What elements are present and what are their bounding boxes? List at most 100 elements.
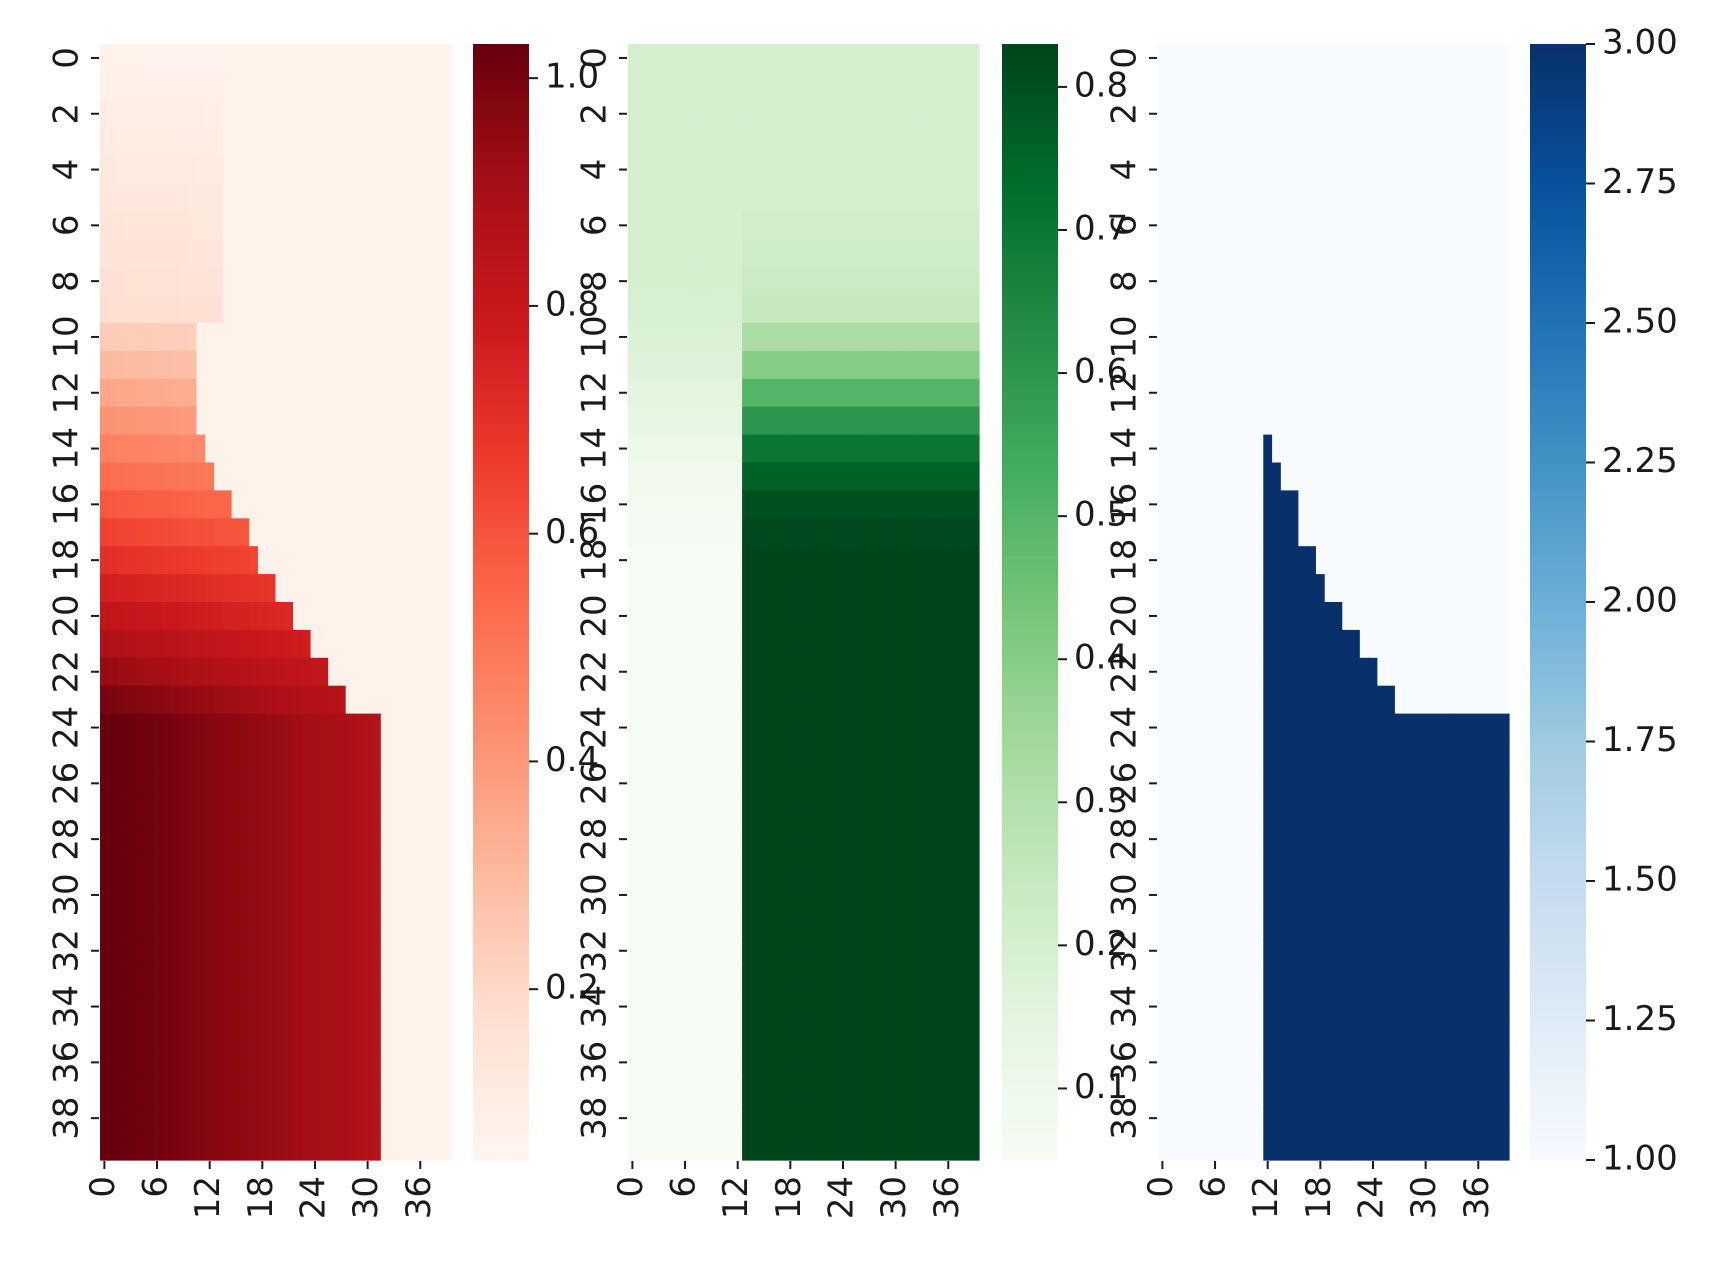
heatmap-cell	[178, 462, 189, 491]
heatmap-cell	[654, 239, 664, 268]
heatmap-cell	[698, 908, 708, 938]
heatmap-cell	[196, 1076, 206, 1105]
heatmap-cell	[1298, 406, 1308, 436]
heatmap-cell	[1289, 323, 1300, 352]
heatmap-cell	[143, 406, 154, 436]
heatmap-cell	[970, 211, 980, 240]
heatmap-cell	[161, 183, 171, 212]
heatmap-cell	[1465, 964, 1475, 994]
heatmap-cell	[1245, 853, 1256, 882]
heatmap-cell	[1166, 295, 1177, 324]
heatmap-cell	[1289, 853, 1300, 882]
colorbar-segment	[1002, 843, 1058, 854]
heatmap-cell	[275, 797, 285, 826]
heatmap-cell	[891, 657, 901, 687]
heatmap-cell	[372, 378, 382, 408]
heatmap-cell	[205, 964, 215, 994]
heatmap-cell	[275, 964, 285, 994]
heatmap-cell	[1351, 685, 1361, 715]
heatmap-cell	[794, 350, 805, 380]
heatmap-cell	[698, 406, 708, 436]
heatmap-cell	[231, 629, 242, 659]
heatmap-cell	[724, 685, 734, 715]
heatmap-cell	[698, 713, 708, 743]
heatmap-cell	[1245, 183, 1256, 212]
heatmap-cell	[1245, 267, 1256, 296]
heatmap-cell	[1254, 155, 1264, 185]
heatmap-cell	[1289, 629, 1300, 659]
heatmap-cell	[838, 908, 848, 938]
heatmap-cell	[1272, 769, 1282, 798]
heatmap-cell	[319, 183, 329, 212]
heatmap-cell	[952, 183, 963, 212]
heatmap-cell	[1447, 685, 1457, 715]
heatmap-cell	[336, 908, 347, 938]
heatmap-cell	[873, 518, 884, 547]
heatmap-cell	[1342, 350, 1352, 380]
heatmap-cell	[1351, 323, 1361, 352]
heatmap-cell	[328, 378, 338, 408]
heatmap-cell	[821, 1076, 831, 1105]
heatmap-cell	[108, 741, 119, 770]
heatmap-cell	[689, 881, 699, 910]
heatmap-cell	[336, 462, 347, 491]
heatmap-cell	[838, 825, 848, 854]
heatmap-cell	[319, 1020, 329, 1049]
heatmap-cell	[1456, 155, 1466, 185]
heatmap-cell	[1263, 490, 1273, 519]
heatmap-cell	[1447, 490, 1457, 519]
heatmap-cell	[689, 797, 699, 826]
heatmap-cell	[864, 713, 875, 743]
heatmap-cell	[1245, 155, 1256, 185]
heatmap-cell	[275, 350, 285, 380]
heatmap-cell	[1272, 99, 1282, 129]
heatmap-cell	[908, 964, 919, 994]
heatmap-cell	[380, 1104, 391, 1133]
heatmap-cell	[336, 602, 347, 631]
colorbar-segment	[473, 109, 529, 119]
heatmap-cell	[829, 1076, 840, 1105]
heatmap-cell	[1412, 490, 1422, 519]
heatmap-cell	[671, 295, 682, 324]
heatmap-cell	[1315, 769, 1326, 798]
heatmap-cell	[108, 546, 119, 575]
heatmap-cell	[698, 71, 708, 101]
heatmap-cell	[284, 936, 294, 966]
heatmap-cell	[1342, 908, 1352, 938]
heatmap-cell	[1175, 518, 1185, 547]
heatmap-cell	[1298, 127, 1308, 157]
heatmap-cell	[926, 211, 936, 240]
heatmap-cell	[354, 602, 364, 631]
heatmap-cell	[178, 350, 189, 380]
heatmap-cell	[1193, 155, 1203, 185]
heatmap-cell	[1280, 825, 1291, 854]
heatmap-cell	[372, 99, 382, 129]
heatmap-cell	[126, 44, 136, 73]
heatmap-cell	[1473, 936, 1484, 966]
colorbar-segment	[1002, 109, 1058, 119]
heatmap-cell	[249, 853, 259, 882]
heatmap-cell	[1175, 183, 1185, 212]
heatmap-cell	[1482, 239, 1493, 268]
heatmap-cell	[733, 1076, 743, 1105]
heatmap-cell	[1368, 183, 1378, 212]
colorbar-segment	[473, 490, 529, 501]
heatmap-cell	[645, 964, 655, 994]
heatmap-cell	[926, 964, 936, 994]
heatmap-cell	[1430, 378, 1440, 408]
heatmap-cell	[354, 825, 364, 854]
heatmap-cell	[424, 602, 435, 631]
heatmap-cell	[663, 267, 673, 296]
heatmap-cell	[952, 1020, 963, 1049]
heatmap-cell	[970, 964, 980, 994]
heatmap-cell	[135, 44, 145, 73]
x-tick-label: 24	[821, 1176, 861, 1219]
heatmap-cell	[336, 1132, 347, 1161]
heatmap-cell	[108, 769, 119, 798]
heatmap-cell	[1368, 434, 1378, 464]
heatmap-cell	[1315, 267, 1326, 296]
heatmap-cell	[415, 406, 426, 436]
heatmap-cell	[1359, 713, 1370, 743]
heatmap-cell	[1386, 490, 1396, 519]
y-tick-label: 18	[47, 539, 87, 582]
